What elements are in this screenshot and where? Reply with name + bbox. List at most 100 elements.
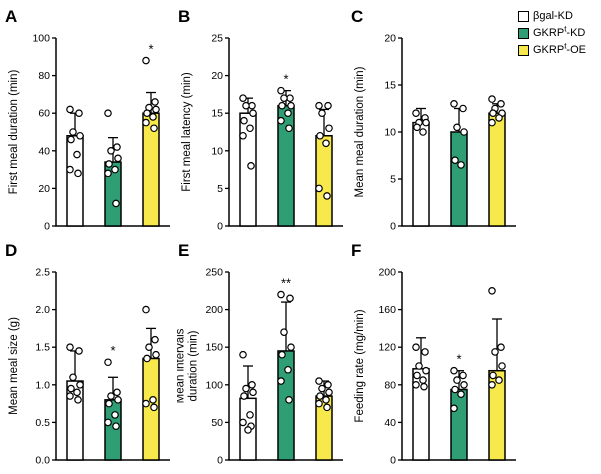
significance-marker: * [283, 72, 288, 87]
data-point [66, 165, 74, 174]
data-point [105, 399, 113, 408]
data-point [111, 411, 119, 419]
data-point [316, 131, 324, 140]
data-point [286, 294, 294, 303]
data-point [498, 362, 506, 370]
data-point [242, 384, 250, 393]
data-point [248, 381, 256, 389]
chart-E: E Mean intervals duration (min) 0 50 100 150 20… [177, 241, 343, 467]
data-point [412, 109, 420, 118]
data-point [285, 124, 293, 133]
data-point [488, 381, 496, 389]
data-point [107, 392, 115, 400]
y-axis-label: First meal latency (min) [181, 72, 193, 192]
data-point [497, 100, 505, 108]
y-axis-label: Mean meal duration (min) [354, 66, 366, 197]
data-point [249, 109, 257, 118]
data-point [277, 86, 285, 95]
data-point [113, 143, 121, 151]
panel-letter: D [5, 241, 17, 260]
data-point [74, 169, 82, 178]
data-point [149, 113, 157, 121]
data-point [497, 343, 505, 352]
chart-A: A First meal duration (min) 0 20 40 60 80 100 * [5, 7, 170, 233]
data-point [413, 371, 421, 380]
data-point [67, 135, 75, 144]
data-point [322, 139, 330, 148]
panel-letter: A [5, 7, 17, 26]
data-point [278, 101, 286, 110]
legend-swatch-2 [518, 45, 529, 56]
y-tick-label: 1.5 [35, 342, 50, 354]
data-point [453, 376, 461, 384]
y-tick-label: 2.0 [35, 304, 50, 316]
data-point [287, 343, 295, 352]
data-point [151, 335, 159, 344]
data-point [457, 161, 465, 169]
data-point [143, 109, 151, 118]
data-point [76, 131, 84, 140]
panel-letter: F [351, 241, 361, 260]
data-point [239, 418, 247, 427]
data-point [489, 109, 497, 118]
data-point [240, 392, 248, 400]
y-tick-label: 80 [384, 379, 396, 391]
y-tick-label: 20 [384, 33, 396, 45]
legend-label: GKRPt-KD [533, 24, 586, 39]
data-point [151, 98, 159, 106]
data-point [489, 371, 497, 380]
y-axis-label: duration (min) [188, 330, 200, 401]
data-point [73, 388, 81, 397]
data-point [284, 109, 292, 118]
data-point [460, 381, 468, 389]
y-tick-label: 2.5 [35, 267, 50, 279]
data-point [488, 118, 496, 127]
panel-E: E Mean intervals duration (min) 0 50 100 150 20… [177, 238, 349, 470]
data-point [278, 350, 286, 359]
legend-label: βgal-KD [533, 10, 573, 22]
data-point [242, 101, 250, 110]
y-tick-label: 60 [38, 108, 50, 120]
legend-item-gkrpt-oe: GKRPt-OE [518, 41, 600, 57]
data-point [285, 396, 293, 404]
y-tick-label: 200 [378, 267, 396, 279]
data-point [246, 411, 254, 419]
data-point [325, 388, 333, 397]
data-point [323, 192, 331, 200]
data-point [315, 184, 323, 193]
y-tick-label: 0 [44, 221, 50, 233]
y-tick-label: 100 [32, 33, 50, 45]
data-point [152, 105, 160, 114]
data-point [239, 350, 247, 359]
y-tick-label: 10 [384, 127, 396, 139]
y-tick-label: 20 [211, 70, 223, 82]
y-tick-label: 15 [384, 80, 396, 92]
bar-gkrpt-kd [450, 131, 468, 227]
panel-grid: A First meal duration (min) 0 20 40 60 80 100 * … [4, 4, 522, 470]
legend-label: GKRPt-OE [533, 41, 586, 56]
data-point [73, 150, 81, 159]
y-tick-label: 50 [211, 417, 223, 429]
y-axis-label: Mean intervals [177, 328, 187, 403]
panel-letter: B [178, 7, 190, 26]
data-point [104, 169, 112, 178]
bar-gkrpt-oe [315, 395, 333, 461]
chart-F: F Feeding rate (mg/min) 0 40 80 120 160 200 * [351, 241, 516, 467]
y-axis-label: First meal duration (min) [8, 70, 20, 195]
y-tick-label: 120 [378, 342, 396, 354]
data-point [66, 343, 74, 352]
data-point [69, 373, 77, 382]
data-point [152, 350, 160, 359]
panel-A: A First meal duration (min) 0 20 40 60 80 100 * [4, 4, 176, 236]
data-point [421, 348, 429, 356]
data-point [459, 104, 467, 113]
data-point [104, 109, 112, 118]
data-point [451, 156, 459, 165]
data-point [325, 124, 333, 133]
data-point [244, 426, 252, 434]
y-tick-label: 25 [211, 33, 223, 45]
data-point [66, 392, 74, 400]
y-tick-label: 10 [211, 145, 223, 157]
data-point [142, 399, 150, 408]
